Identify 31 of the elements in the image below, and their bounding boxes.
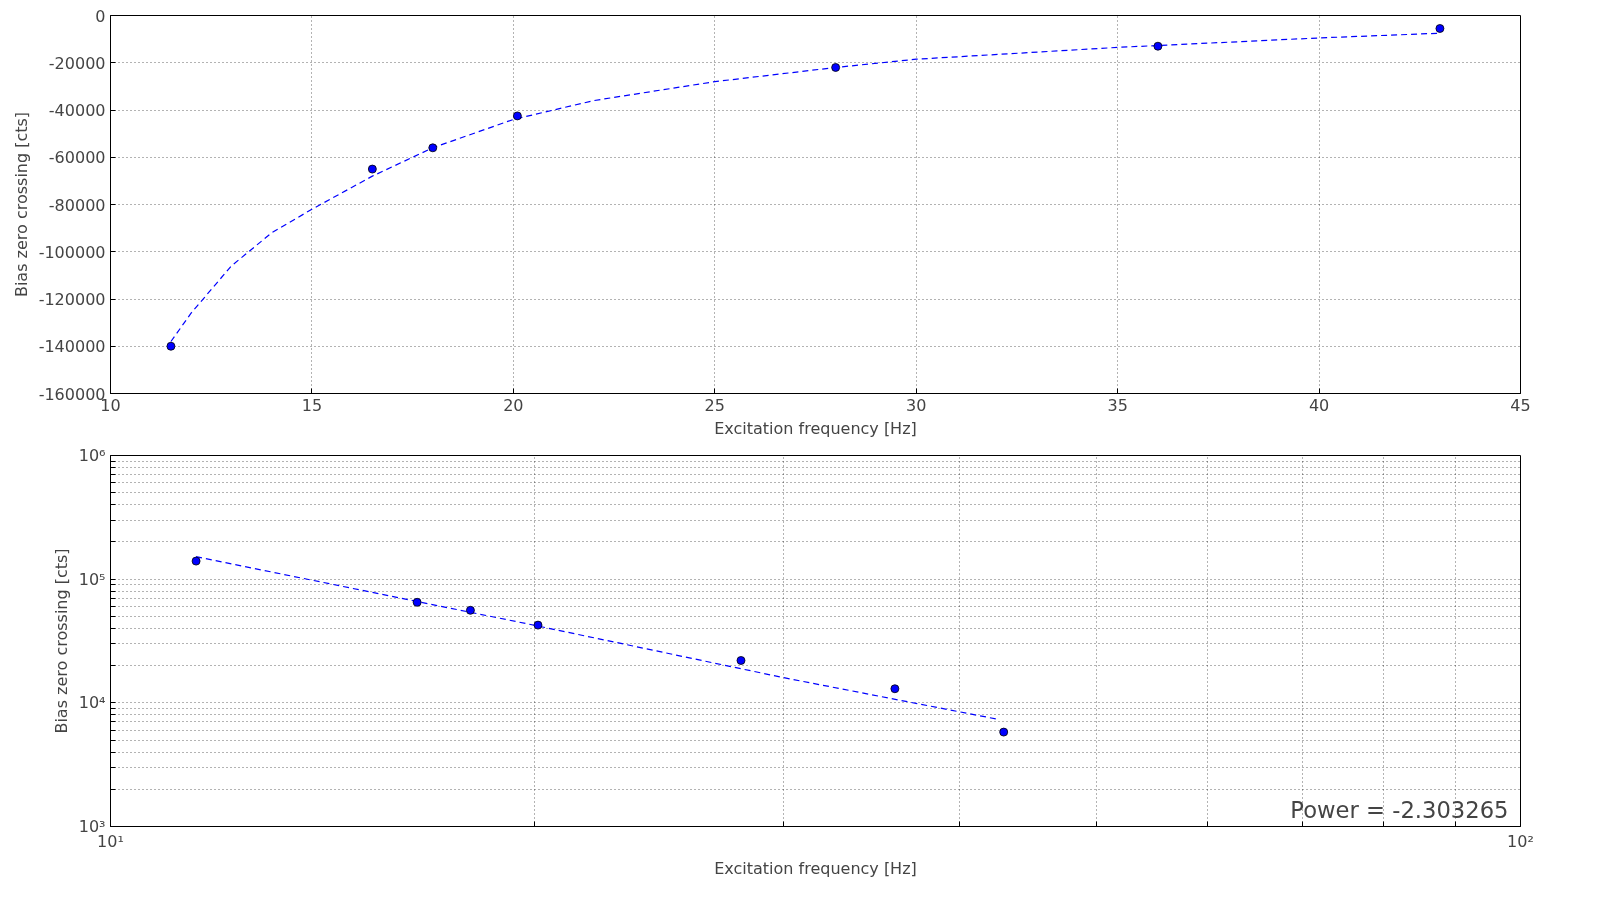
x-tick-label: 15 <box>301 395 323 415</box>
x-axis-title: Excitation frequency [Hz] <box>714 858 917 878</box>
y-axis-title: Bias zero crossing [cts] <box>11 111 31 298</box>
y-tick-label: -20000 <box>48 53 106 73</box>
y-tick-label: -120000 <box>38 290 106 309</box>
y-tick-label: -40000 <box>48 101 106 120</box>
y-tick-label: 0 <box>95 6 106 26</box>
point <box>1153 41 1163 51</box>
x-tick-label: 35 <box>1107 395 1128 415</box>
y-tick-label: -60000 <box>48 148 106 168</box>
x-tick-label: 25 <box>704 395 725 415</box>
x-tick-label: 40 <box>1308 395 1330 415</box>
annotation: Power = -2.303265 <box>1290 796 1509 823</box>
point <box>166 341 176 351</box>
y-tick-label: 10⁵ <box>78 569 106 589</box>
point <box>428 143 438 153</box>
x-tick-label: 10² <box>1507 831 1534 851</box>
point <box>1435 24 1445 33</box>
y-tick-label: -100000 <box>38 242 106 262</box>
y-axis-title: Bias zero crossing [cts] <box>51 548 71 734</box>
point <box>831 63 841 72</box>
y-tick-label: -80000 <box>48 195 106 215</box>
x-tick-label: 20 <box>503 395 524 415</box>
y-tick-label: 10⁶ <box>78 446 106 465</box>
point <box>512 111 522 121</box>
x-axis-title: Excitation frequency [Hz] <box>714 418 917 438</box>
point <box>367 164 377 174</box>
y-tick-label: 10⁴ <box>78 693 106 713</box>
y-tick-label: -140000 <box>38 337 106 357</box>
x-tick-label: 30 <box>906 395 927 415</box>
x-tick-label: 45 <box>1510 395 1531 415</box>
